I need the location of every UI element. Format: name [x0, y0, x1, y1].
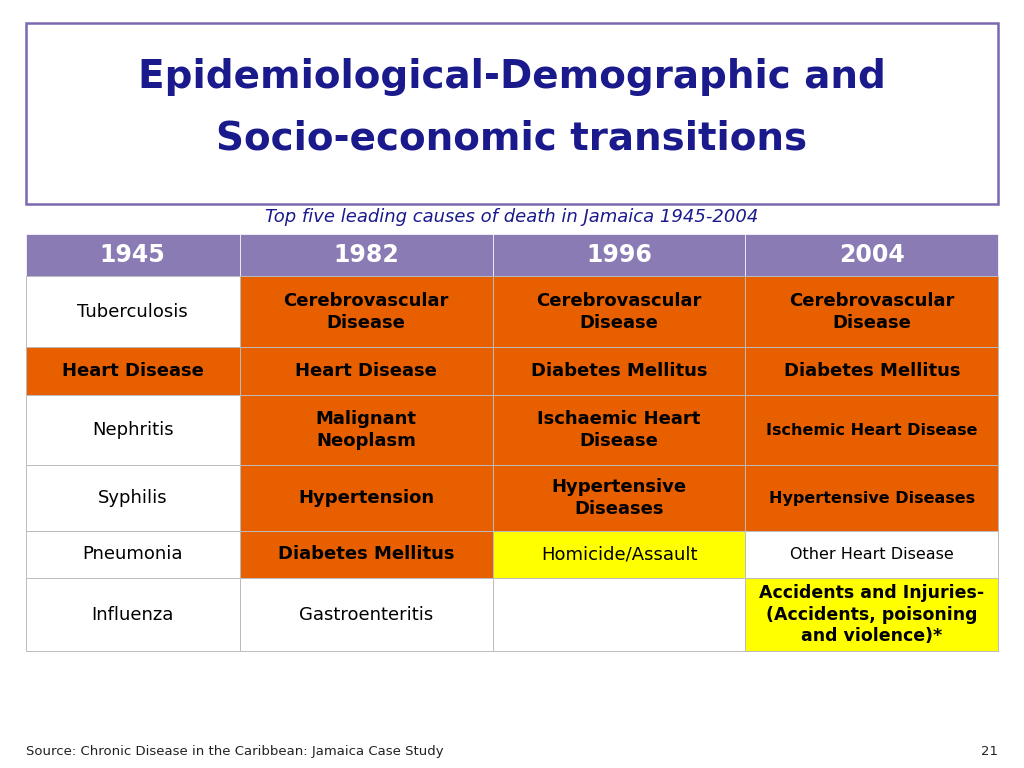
Text: Diabetes Mellitus: Diabetes Mellitus: [278, 545, 455, 564]
Text: Influenza: Influenza: [91, 606, 174, 624]
FancyBboxPatch shape: [240, 395, 493, 465]
Text: Ischemic Heart Disease: Ischemic Heart Disease: [766, 422, 978, 438]
FancyBboxPatch shape: [745, 531, 998, 578]
FancyBboxPatch shape: [745, 465, 998, 531]
Text: Nephritis: Nephritis: [92, 421, 173, 439]
Text: Hypertensive Diseases: Hypertensive Diseases: [769, 491, 975, 505]
FancyBboxPatch shape: [745, 234, 998, 276]
Text: 1996: 1996: [586, 243, 652, 267]
FancyBboxPatch shape: [493, 531, 745, 578]
FancyBboxPatch shape: [240, 465, 493, 531]
FancyBboxPatch shape: [26, 578, 240, 651]
Text: Ischaemic Heart
Disease: Ischaemic Heart Disease: [538, 410, 700, 450]
FancyBboxPatch shape: [26, 234, 240, 276]
Text: Heart Disease: Heart Disease: [61, 362, 204, 380]
Text: Syphilis: Syphilis: [98, 489, 167, 507]
FancyBboxPatch shape: [493, 347, 745, 395]
Text: 1945: 1945: [99, 243, 166, 267]
Text: Malignant
Neoplasm: Malignant Neoplasm: [315, 410, 417, 450]
Text: Top five leading causes of death in Jamaica 1945-2004: Top five leading causes of death in Jama…: [265, 207, 759, 226]
Text: Heart Disease: Heart Disease: [295, 362, 437, 380]
Text: Homicide/Assault: Homicide/Assault: [541, 545, 697, 564]
FancyBboxPatch shape: [745, 276, 998, 347]
Text: Cerebrovascular
Disease: Cerebrovascular Disease: [284, 292, 449, 332]
FancyBboxPatch shape: [493, 465, 745, 531]
FancyBboxPatch shape: [26, 465, 240, 531]
FancyBboxPatch shape: [493, 395, 745, 465]
Text: Cerebrovascular
Disease: Cerebrovascular Disease: [790, 292, 954, 332]
FancyBboxPatch shape: [493, 276, 745, 347]
FancyBboxPatch shape: [745, 395, 998, 465]
Text: Hypertension: Hypertension: [298, 489, 434, 507]
Text: Diabetes Mellitus: Diabetes Mellitus: [530, 362, 708, 380]
FancyBboxPatch shape: [26, 347, 240, 395]
FancyBboxPatch shape: [240, 578, 493, 651]
FancyBboxPatch shape: [240, 531, 493, 578]
Text: Socio-economic transitions: Socio-economic transitions: [216, 119, 808, 157]
Text: Epidemiological-Demographic and: Epidemiological-Demographic and: [138, 58, 886, 96]
FancyBboxPatch shape: [26, 531, 240, 578]
FancyBboxPatch shape: [240, 276, 493, 347]
Text: Cerebrovascular
Disease: Cerebrovascular Disease: [537, 292, 701, 332]
FancyBboxPatch shape: [26, 23, 998, 204]
FancyBboxPatch shape: [493, 234, 745, 276]
Text: Tuberculosis: Tuberculosis: [77, 303, 188, 321]
FancyBboxPatch shape: [745, 578, 998, 651]
FancyBboxPatch shape: [26, 276, 240, 347]
FancyBboxPatch shape: [240, 347, 493, 395]
Text: Source: Chronic Disease in the Caribbean: Jamaica Case Study: Source: Chronic Disease in the Caribbean…: [26, 745, 443, 757]
FancyBboxPatch shape: [26, 395, 240, 465]
Text: Other Heart Disease: Other Heart Disease: [791, 547, 953, 562]
Text: Gastroenteritis: Gastroenteritis: [299, 606, 433, 624]
Text: Hypertensive
Diseases: Hypertensive Diseases: [552, 478, 686, 518]
Text: Accidents and Injuries-
(Accidents, poisoning
and violence)*: Accidents and Injuries- (Accidents, pois…: [760, 584, 984, 645]
Text: 21: 21: [981, 745, 998, 757]
Text: 1982: 1982: [333, 243, 399, 267]
FancyBboxPatch shape: [745, 347, 998, 395]
FancyBboxPatch shape: [493, 578, 745, 651]
Text: Diabetes Mellitus: Diabetes Mellitus: [783, 362, 961, 380]
FancyBboxPatch shape: [240, 234, 493, 276]
Text: Pneumonia: Pneumonia: [82, 545, 183, 564]
Text: 2004: 2004: [839, 243, 905, 267]
